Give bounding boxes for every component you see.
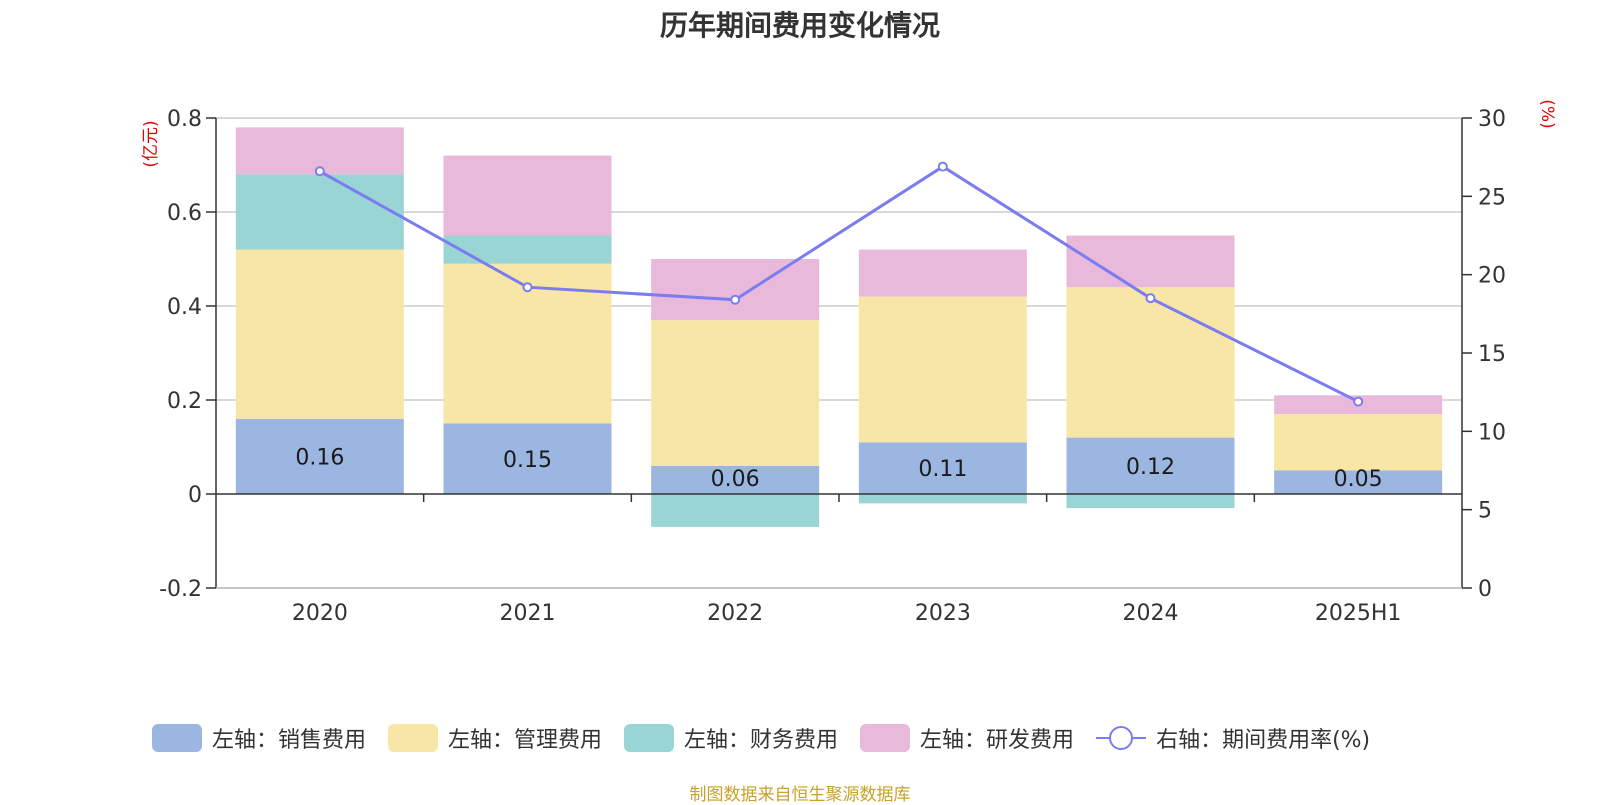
legend-label-rnd: 左轴：研发费用 bbox=[920, 728, 1075, 753]
bar-segment bbox=[651, 259, 820, 321]
bar-segment bbox=[1274, 414, 1443, 471]
bar-segment bbox=[1066, 437, 1235, 494]
rate-line-path bbox=[319, 164, 1359, 403]
x-axis-tick-label: 2023 bbox=[915, 601, 971, 626]
right-axis-tick-label: 10 bbox=[1478, 420, 1506, 445]
bar-segment bbox=[651, 320, 820, 466]
bar-data-label: 0.06 bbox=[711, 467, 760, 492]
bar-segment bbox=[235, 418, 404, 494]
left-axis-tick-label: 0.4 bbox=[167, 295, 202, 320]
source-note: 制图数据来自恒生聚源数据库 bbox=[689, 785, 911, 805]
bar-segment bbox=[858, 494, 1027, 504]
bar-data-label: 0.16 bbox=[295, 445, 344, 470]
data-labels: 0.16 0.15 0.06 0.11 0.12 0.05 bbox=[295, 445, 1382, 492]
rate-point bbox=[937, 161, 948, 172]
rate-line bbox=[314, 161, 1364, 407]
axes: -0.2 0 0.2 0.4 0.6 0.8 0 5 10 15 20 25 30 (亿元) (%) 2020… bbox=[141, 99, 1557, 626]
left-axis-tick-label: 0.2 bbox=[167, 389, 202, 414]
legend-label-rate: 右轴：期间费用率(%) bbox=[1156, 728, 1371, 753]
right-axis-tick-label: 30 bbox=[1478, 107, 1506, 132]
rate-point bbox=[730, 294, 741, 305]
legend-item-admin[interactable]: 左轴：管理费用 bbox=[388, 722, 602, 754]
right-axis-tick-label: 5 bbox=[1478, 499, 1492, 524]
bar-segment bbox=[235, 174, 404, 250]
bar-data-label: 0.12 bbox=[1126, 455, 1175, 480]
legend-swatch-rnd bbox=[860, 724, 911, 752]
bar-segment bbox=[651, 494, 820, 527]
right-axis-tick-label: 0 bbox=[1478, 577, 1492, 602]
bar-segment bbox=[443, 235, 612, 264]
right-axis-tick-label: 15 bbox=[1478, 342, 1506, 367]
bar-data-label: 0.05 bbox=[1334, 467, 1383, 492]
bar-segment bbox=[1066, 494, 1235, 509]
rate-point bbox=[314, 166, 325, 177]
legend-swatch-admin bbox=[388, 724, 439, 752]
legend-label-finance: 左轴：财务费用 bbox=[684, 728, 839, 753]
chart-title: 历年期间费用变化情况 bbox=[659, 9, 940, 42]
rate-point bbox=[1353, 396, 1364, 407]
bar-stacks bbox=[235, 127, 1443, 527]
bar-data-label: 0.11 bbox=[918, 457, 967, 482]
x-axis-tick-label: 2025H1 bbox=[1315, 601, 1402, 626]
bar-segment bbox=[858, 249, 1027, 297]
bar-segment bbox=[858, 442, 1027, 494]
left-axis-tick-label: -0.2 bbox=[159, 577, 202, 602]
legend: 左轴：销售费用 左轴：管理费用 左轴：财务费用 左轴：研发费用 右轴：期间费用率… bbox=[152, 718, 1370, 758]
rate-point bbox=[522, 282, 533, 293]
bar-segment bbox=[443, 155, 612, 236]
right-axis-tick-label: 20 bbox=[1478, 264, 1506, 289]
bar-segment bbox=[858, 296, 1027, 443]
legend-swatch-sales bbox=[152, 724, 202, 752]
legend-item-finance[interactable]: 左轴：财务费用 bbox=[624, 722, 838, 754]
legend-item-sales[interactable]: 左轴：销售费用 bbox=[152, 722, 366, 754]
legend-item-rate[interactable]: 右轴：期间费用率(%) bbox=[1096, 722, 1370, 754]
legend-label-admin: 左轴：管理费用 bbox=[448, 728, 603, 753]
chart-plot: -0.2 0 0.2 0.4 0.6 0.8 0 5 10 15 20 25 30 (亿元) (%) 2020… bbox=[141, 99, 1557, 626]
legend-line-marker-icon bbox=[1096, 724, 1147, 752]
x-axis-tick-label: 2022 bbox=[707, 601, 763, 626]
legend-item-rnd[interactable]: 左轴：研发费用 bbox=[860, 722, 1074, 754]
bar-segment bbox=[443, 423, 612, 494]
right-axis-unit: (%) bbox=[1537, 99, 1557, 128]
bar-segment bbox=[1274, 470, 1443, 494]
bar-data-label: 0.15 bbox=[503, 448, 552, 473]
bar-segment bbox=[1066, 287, 1235, 438]
left-axis-unit: (亿元) bbox=[141, 120, 161, 167]
x-axis-tick-label: 2024 bbox=[1123, 601, 1179, 626]
legend-swatch-finance bbox=[624, 724, 675, 752]
bar-segment bbox=[651, 465, 820, 494]
left-axis-tick-label: 0 bbox=[188, 483, 202, 508]
rate-point bbox=[1145, 293, 1156, 304]
bar-segment bbox=[235, 249, 404, 419]
legend-label-sales: 左轴：销售费用 bbox=[212, 728, 367, 753]
x-axis-tick-label: 2020 bbox=[292, 601, 348, 626]
right-axis-tick-label: 25 bbox=[1478, 185, 1506, 210]
left-axis-tick-label: 0.6 bbox=[167, 201, 202, 226]
left-axis-tick-label: 0.8 bbox=[167, 107, 202, 132]
x-axis-tick-label: 2021 bbox=[500, 601, 556, 626]
